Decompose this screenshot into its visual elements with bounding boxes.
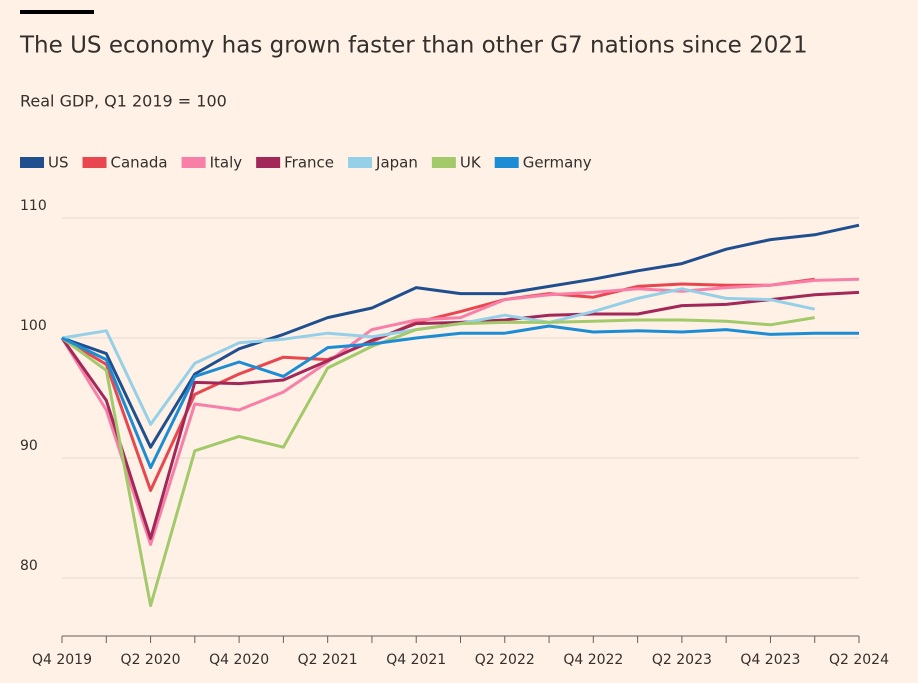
x-tick-label: Q2 2023 [652, 652, 712, 668]
data-line [61, 223, 860, 449]
legend-swatch [494, 157, 519, 168]
legend-swatch [181, 157, 206, 168]
chart-subtitle: Real GDP, Q1 2019 = 100 [20, 92, 227, 111]
data-line [60, 277, 860, 546]
y-tick-label: 90 [20, 438, 38, 454]
legend-label: France [284, 154, 334, 172]
x-tick-label: Q4 2020 [209, 652, 269, 668]
legend-label: Germany [523, 154, 592, 172]
legend-label: Italy [210, 154, 243, 172]
x-tick-label: Q2 2020 [121, 652, 181, 668]
x-tick-label: Q4 2021 [386, 652, 446, 668]
chart-title: The US economy has grown faster than oth… [19, 33, 808, 59]
data-line [61, 316, 815, 608]
x-tick-label: Q4 2023 [740, 652, 800, 668]
y-tick-label: 80 [20, 558, 38, 574]
legend-label: UK [460, 154, 482, 172]
data-line [61, 324, 859, 470]
x-tick-label: Q2 2024 [829, 652, 889, 668]
legend-swatch [431, 157, 456, 168]
x-tick-label: Q4 2022 [563, 652, 623, 668]
x-tick-label: Q2 2022 [475, 652, 535, 668]
brand-bar [20, 10, 94, 14]
legend-label: Canada [111, 154, 168, 172]
x-tick-label: Q2 2021 [298, 652, 358, 668]
legend-swatch [256, 157, 281, 168]
legend-swatch [348, 157, 373, 168]
legend-swatch [20, 157, 44, 168]
x-tick-label: Q4 2019 [32, 652, 92, 668]
y-tick-label: 100 [20, 318, 47, 334]
legend-label: Japan [375, 154, 418, 172]
y-tick-label: 110 [20, 198, 47, 214]
legend-label: US [48, 154, 69, 172]
legend-swatch [82, 157, 107, 168]
